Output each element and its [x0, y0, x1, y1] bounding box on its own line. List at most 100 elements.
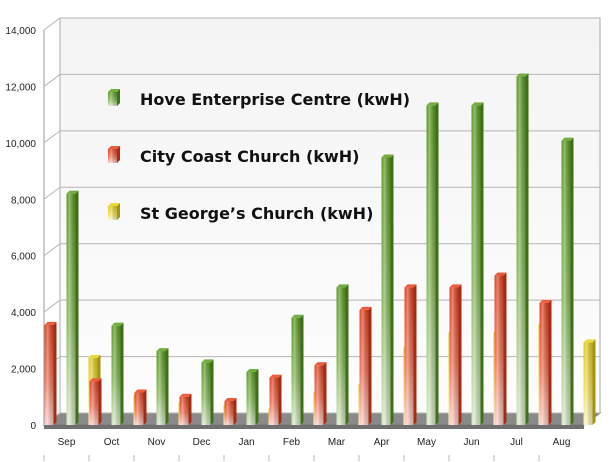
floor-edge	[44, 425, 584, 429]
legend-swatch-top	[108, 89, 120, 92]
bar-side	[53, 321, 57, 425]
bar	[516, 73, 529, 425]
bar-side	[255, 368, 259, 425]
legend-swatch-top	[108, 203, 120, 206]
bar-sheen	[89, 381, 99, 425]
bar-sheen	[224, 401, 234, 425]
bar-sheen	[583, 342, 593, 425]
bar	[359, 306, 372, 425]
legend-swatch-side	[117, 146, 120, 163]
bar	[156, 348, 169, 425]
bar-top	[381, 154, 394, 158]
bar-side	[525, 73, 529, 425]
legend-label: Hove Enterprise Centre (kwH)	[140, 90, 410, 109]
bar-top	[516, 73, 529, 77]
bar-top	[359, 306, 372, 310]
bar-sheen	[471, 105, 481, 425]
bar-side	[480, 102, 484, 425]
bar-side	[165, 348, 169, 425]
bar	[426, 102, 439, 425]
bar-top	[494, 272, 507, 276]
bar-top	[291, 314, 304, 318]
gridline	[43, 243, 600, 257]
bar-side	[368, 306, 372, 425]
legend-swatch-sheen	[108, 92, 117, 106]
bar-side	[413, 284, 417, 425]
bar	[89, 378, 102, 425]
gridline	[43, 17, 600, 31]
bar-top	[561, 137, 574, 141]
y-tick-label: 8,000	[11, 195, 36, 206]
y-tick-label: 10,000	[5, 139, 36, 150]
bar-top	[426, 102, 439, 106]
bar-sheen	[381, 157, 391, 425]
gridline	[43, 299, 600, 313]
bar-top	[539, 299, 552, 303]
bar	[246, 368, 259, 425]
bar-sheen	[449, 287, 459, 425]
bar-side	[278, 374, 282, 425]
bar-side	[323, 362, 327, 425]
y-tick-label: 4,000	[11, 308, 36, 319]
bar	[449, 284, 462, 425]
x-tick-label: Aug	[553, 437, 571, 448]
gridline	[43, 186, 600, 200]
bar	[471, 102, 484, 425]
legend-swatch-sheen	[108, 149, 117, 163]
legend-item: City Coast Church (kwH)	[108, 146, 359, 166]
gridline	[43, 73, 600, 87]
legend-swatch-side	[117, 89, 120, 106]
x-tick-label: Feb	[283, 437, 301, 448]
bar-side	[120, 322, 124, 425]
bar-side	[570, 137, 574, 425]
bar-sheen	[66, 193, 76, 425]
back-wall	[59, 17, 601, 414]
x-tick-label: Mar	[328, 437, 346, 448]
legend-label: St George’s Church (kwH)	[140, 204, 373, 223]
x-tick-label: Jan	[238, 437, 254, 448]
bar-sheen	[246, 371, 256, 425]
bar-sheen	[134, 392, 144, 425]
bar	[111, 322, 124, 425]
bar	[66, 190, 79, 425]
bar	[291, 314, 304, 425]
legend-swatch-sheen	[108, 206, 117, 220]
bar-sheen	[44, 324, 54, 425]
bar-top	[44, 321, 57, 325]
bar-sheen	[516, 76, 526, 425]
bar-sheen	[179, 396, 189, 425]
bar-top	[269, 374, 282, 378]
bar-side	[390, 154, 394, 425]
x-tick-label: Nov	[148, 437, 166, 448]
bar-side	[548, 299, 552, 425]
x-tick-label: Jun	[463, 437, 479, 448]
y-tick-label: 14,000	[5, 26, 36, 37]
bar-side	[98, 378, 102, 425]
bar-top	[314, 362, 327, 366]
x-axis: Sep Oct Nov Dec Jan Feb Mar Apr May Jun Jul Aug	[43, 437, 571, 461]
x-tick-label: Apr	[374, 437, 390, 448]
bar-top	[89, 378, 102, 382]
bar	[404, 284, 417, 425]
x-tick-label: Jul	[510, 437, 523, 448]
x-tick-label: Sep	[58, 437, 76, 448]
bar-side	[188, 393, 192, 425]
y-axis: 0 2,000 4,000 6,000 8,000 10,000 12,000 14,000	[5, 26, 36, 432]
bar	[539, 299, 552, 425]
x-tick-label: Oct	[104, 437, 120, 448]
bar-top	[134, 389, 147, 393]
legend: Hove Enterprise Centre (kwH) City Coast C…	[108, 89, 410, 223]
y-tick-label: 12,000	[5, 82, 36, 93]
bar-side	[503, 272, 507, 425]
bar	[201, 359, 214, 425]
bar-side	[233, 398, 237, 425]
bar-top	[449, 284, 462, 288]
gridline	[43, 130, 600, 144]
bar	[224, 398, 237, 425]
bar	[134, 389, 147, 425]
legend-swatch-top	[108, 146, 120, 149]
bar	[44, 321, 57, 425]
bar	[336, 284, 349, 425]
bar-top	[471, 102, 484, 106]
